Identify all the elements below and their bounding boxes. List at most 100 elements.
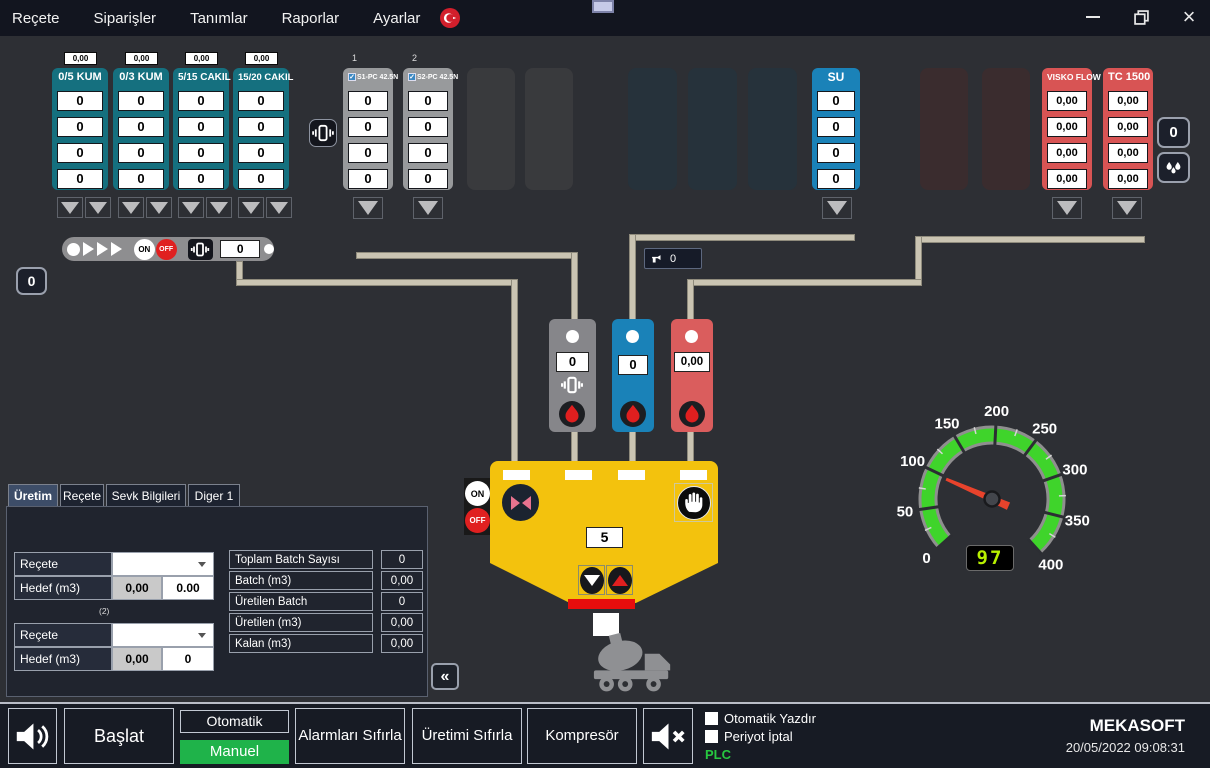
- water-discharge-button[interactable]: [822, 197, 852, 219]
- belt-arrow-icon: [96, 242, 108, 256]
- tab-recete[interactable]: Reçete: [60, 484, 104, 507]
- silo-cell: 0: [817, 91, 855, 111]
- silo-title: VISKO FLOW: [1047, 72, 1101, 82]
- mixer-on-button[interactable]: ON: [465, 481, 490, 506]
- bin-discharge-button[interactable]: [57, 197, 83, 218]
- svg-text:50: 50: [897, 504, 914, 521]
- sound-button[interactable]: [8, 708, 57, 764]
- pipe: [236, 261, 243, 286]
- automatic-button[interactable]: Otomatik: [180, 710, 289, 733]
- speaker-muted-icon: [651, 723, 685, 749]
- svg-text:150: 150: [934, 415, 959, 432]
- silo-cell: 0,00: [1108, 117, 1148, 137]
- reset-production-button[interactable]: Üretimi Sıfırla: [412, 708, 522, 764]
- conveyor-off-button[interactable]: OFF: [155, 238, 177, 260]
- gauge-dial: 0 50 100 150 200 250 300 350 400: [897, 403, 1090, 573]
- mixer-motor-button[interactable]: [502, 484, 539, 521]
- menu-raporlar[interactable]: Raporlar: [281, 9, 340, 27]
- silo-cell: 0: [817, 169, 855, 189]
- minimize-button[interactable]: [1080, 4, 1106, 30]
- empty-silo-slot: [920, 68, 968, 190]
- svg-text:400: 400: [1038, 556, 1063, 573]
- belt-arrow-icon: [82, 242, 94, 256]
- recipe2-hedef-input[interactable]: 0: [162, 647, 214, 671]
- speaker-icon: [16, 723, 49, 749]
- vibrate-icon: [561, 376, 583, 394]
- bin-discharge-button[interactable]: [206, 197, 232, 218]
- right-counter: 0: [1157, 117, 1190, 148]
- hopper-vibrator-button[interactable]: [561, 376, 583, 399]
- gate-open-icon: [583, 574, 600, 586]
- bin-cell: 0: [118, 143, 164, 163]
- aggregate-bin-05kum: 0/5 KUM 0 0 0 0: [52, 68, 108, 190]
- auto-print-checkbox[interactable]: [705, 712, 718, 725]
- bin-cell: 0: [178, 117, 224, 137]
- water-drops-button[interactable]: [1157, 152, 1190, 183]
- admixture-discharge-button[interactable]: [1112, 197, 1142, 219]
- compressor-button[interactable]: Kompresör: [527, 708, 637, 764]
- mixer-batch-display: 5: [586, 527, 623, 548]
- conveyor-vibrator-button[interactable]: [187, 238, 214, 260]
- empty-silo-slot: [467, 68, 515, 190]
- bottom-bar: Başlat Otomatik Manuel Alarmları Sıfırla…: [0, 702, 1210, 768]
- bin-discharge-button[interactable]: [266, 197, 292, 218]
- menu-recete[interactable]: Reçete: [12, 9, 60, 27]
- start-button[interactable]: Başlat: [64, 708, 174, 764]
- cement-scale-value: 0: [556, 352, 589, 372]
- stat-value: 0,00: [381, 634, 423, 653]
- panel-collapse-button[interactable]: «: [431, 663, 459, 690]
- mixer-gate-close-button[interactable]: [607, 566, 632, 594]
- mixer-off-button[interactable]: OFF: [465, 508, 490, 533]
- bin-cell: 0: [57, 91, 103, 111]
- recipe1-hedef-input[interactable]: 0.00: [162, 576, 214, 600]
- cement-discharge-button[interactable]: [413, 197, 443, 219]
- admixture-discharge-button[interactable]: [1052, 197, 1082, 219]
- mini-window[interactable]: [592, 0, 614, 13]
- stat-label: Üretilen (m3): [229, 613, 373, 632]
- silo-checkbox[interactable]: ✓: [348, 73, 356, 82]
- cement-discharge-button[interactable]: [353, 197, 383, 219]
- silo-number: 2: [412, 53, 418, 63]
- mixer-stop-button[interactable]: [676, 485, 711, 520]
- restore-button[interactable]: [1128, 4, 1154, 30]
- recipe2-dropdown[interactable]: [112, 623, 214, 647]
- stat-value: 0: [381, 592, 423, 611]
- tab-diger-1[interactable]: Diger 1: [188, 484, 240, 507]
- water-valve-button[interactable]: [620, 401, 646, 427]
- mixer-body: 5: [490, 461, 718, 563]
- bin-discharge-button[interactable]: [178, 197, 204, 218]
- recipe1-dropdown[interactable]: [112, 552, 214, 576]
- menu-tanimlar[interactable]: Tanımlar: [190, 9, 248, 27]
- tab-sevk-bilgileri[interactable]: Sevk Bilgileri: [106, 484, 186, 507]
- silo-title: SU: [827, 70, 845, 84]
- silo-checkbox[interactable]: ✓: [408, 73, 416, 82]
- close-button[interactable]: ×: [1182, 4, 1196, 29]
- faucet-icon: [652, 254, 661, 262]
- bin-discharge-button[interactable]: [118, 197, 144, 218]
- recipe2-label: Reçete: [14, 623, 112, 647]
- cement-valve-button[interactable]: [559, 401, 585, 427]
- manual-button[interactable]: Manuel: [180, 740, 289, 764]
- menu-siparisler[interactable]: Siparişler: [93, 9, 157, 27]
- mixer-gate-open-button[interactable]: [579, 566, 604, 594]
- menu-ayarlar[interactable]: Ayarlar: [373, 9, 421, 27]
- bin-discharge-button[interactable]: [85, 197, 111, 218]
- mute-button[interactable]: [643, 708, 693, 764]
- silo-vibrator-button[interactable]: [309, 119, 337, 147]
- bin-title: 0/5 KUM: [58, 71, 102, 83]
- silo-cell: 0,00: [1047, 143, 1087, 163]
- period-cancel-checkbox[interactable]: [705, 730, 718, 743]
- bin-title: 0/3 KUM: [119, 71, 163, 83]
- silo-cell: 0: [408, 169, 448, 189]
- silo-cell: 0: [348, 91, 388, 111]
- admixture-valve-button[interactable]: [679, 401, 705, 427]
- conveyor-on-button[interactable]: ON: [133, 238, 155, 260]
- tab-uretim[interactable]: Üretim: [8, 484, 58, 507]
- bin-discharge-button[interactable]: [238, 197, 264, 218]
- conveyor-end-dot: [264, 244, 275, 254]
- bin-discharge-button[interactable]: [146, 197, 172, 218]
- valve-drop-icon: [559, 401, 585, 427]
- reset-alarms-button[interactable]: Alarmları Sıfırla: [295, 708, 405, 764]
- pipe: [687, 279, 694, 322]
- bin-cell: 0: [57, 169, 103, 189]
